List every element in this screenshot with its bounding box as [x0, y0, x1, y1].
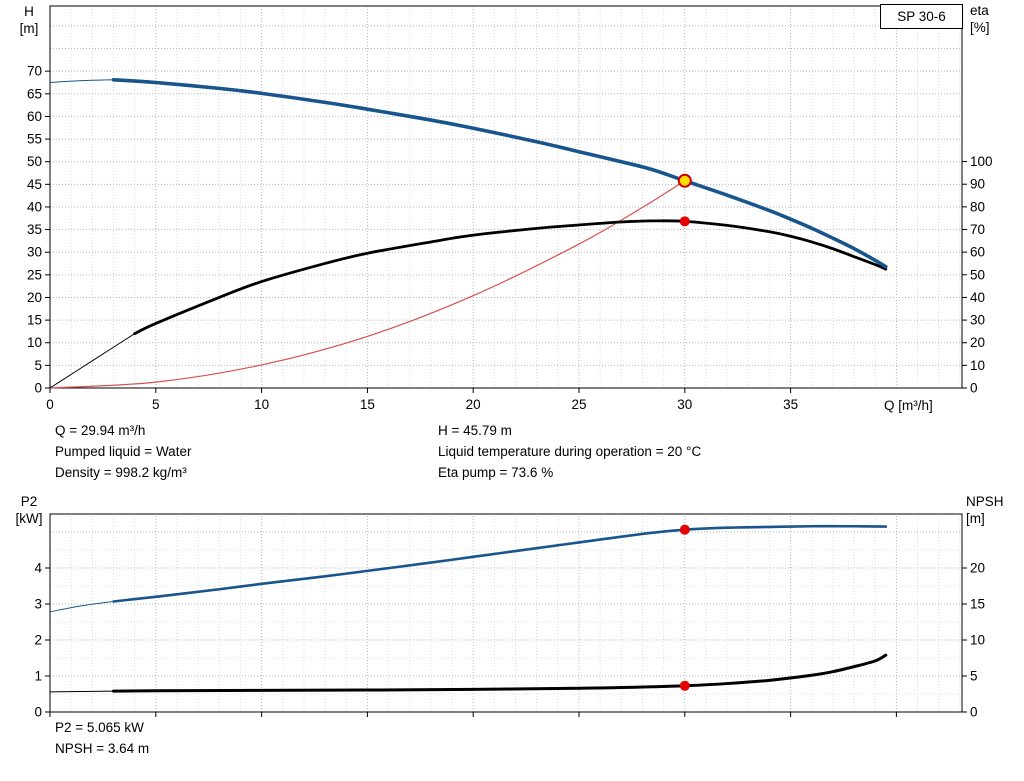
- p2-point: [679, 524, 690, 535]
- info-p2: P2 = 5.065 kW: [55, 720, 144, 735]
- svg-text:35: 35: [783, 397, 798, 412]
- axis-tick-labels: 0510152025303540455055606570010203040506…: [27, 64, 993, 412]
- svg-text:5: 5: [152, 397, 160, 412]
- svg-text:10: 10: [970, 358, 985, 373]
- plot-frame: [49, 513, 963, 713]
- svg-text:80: 80: [970, 199, 985, 214]
- svg-text:55: 55: [27, 132, 42, 147]
- system-curve: [49, 180, 686, 389]
- svg-text:25: 25: [571, 397, 586, 412]
- svg-text:30: 30: [677, 397, 692, 412]
- axis-ticks: [45, 567, 967, 717]
- svg-text:5: 5: [970, 669, 978, 684]
- eta-axis-unit-text: [%]: [970, 20, 990, 35]
- svg-text:0: 0: [46, 397, 54, 412]
- info-pumped-liquid: Pumped liquid = Water: [55, 444, 192, 459]
- svg-text:45: 45: [27, 177, 42, 192]
- npsh-point: [679, 680, 690, 691]
- efficiency-curve: [133, 219, 888, 336]
- pump-model-badge: SP 30-6: [880, 4, 963, 29]
- svg-text:30: 30: [27, 245, 42, 260]
- eta-axis-symbol: eta: [970, 3, 989, 18]
- head-axis-unit: H [m]: [12, 3, 46, 37]
- p2-axis-unit-text: [kW]: [15, 511, 43, 526]
- svg-text:90: 90: [970, 177, 985, 192]
- npsh-curve-lead: [49, 690, 114, 693]
- svg-text:30: 30: [970, 313, 985, 328]
- p2-curve-lead: [49, 600, 114, 613]
- svg-text:20: 20: [970, 335, 985, 350]
- svg-text:100: 100: [970, 154, 993, 169]
- duty-point: [677, 173, 692, 188]
- svg-text:5: 5: [34, 358, 42, 373]
- plot-frame: [49, 5, 963, 389]
- svg-text:20: 20: [970, 561, 985, 576]
- p2-curve: [112, 524, 888, 603]
- svg-text:2: 2: [34, 633, 42, 648]
- flow-axis-unit: Q [m³/h]: [884, 398, 933, 413]
- svg-text:50: 50: [27, 154, 42, 169]
- eta-axis-unit: eta [%]: [970, 2, 1014, 36]
- svg-text:10: 10: [254, 397, 269, 412]
- head-curve: [111, 77, 888, 269]
- axis-ticks: [45, 70, 967, 393]
- svg-text:20: 20: [466, 397, 481, 412]
- info-npsh: NPSH = 3.64 m: [55, 741, 150, 756]
- svg-text:1: 1: [34, 669, 42, 684]
- svg-text:15: 15: [27, 313, 42, 328]
- grid: [50, 6, 962, 388]
- svg-text:0: 0: [34, 381, 42, 396]
- info-flow: Q = 29.94 m³/h: [55, 423, 146, 438]
- npsh-axis-unit: NPSH [m]: [966, 493, 1018, 527]
- head-curve-lead: [49, 79, 114, 83]
- svg-text:0: 0: [970, 381, 978, 396]
- npsh-axis-unit-text: [m]: [966, 511, 985, 526]
- chart: 0 1 2 3 4 0 5 10 15 20: [34, 513, 985, 720]
- svg-text:20: 20: [27, 290, 42, 305]
- svg-text:70: 70: [970, 222, 985, 237]
- axis-tick-labels: 0 1 2 3 4 0 5 10 15 20: [34, 561, 985, 720]
- svg-text:15: 15: [970, 597, 985, 612]
- svg-text:60: 60: [27, 109, 42, 124]
- svg-text:60: 60: [970, 245, 985, 260]
- info-liquid-temp: Liquid temperature during operation = 20…: [438, 444, 702, 459]
- svg-text:25: 25: [27, 267, 42, 282]
- svg-text:15: 15: [360, 397, 375, 412]
- npsh-curve: [111, 653, 888, 693]
- info-density: Density = 998.2 kg/m³: [55, 465, 187, 480]
- svg-text:40: 40: [970, 290, 985, 305]
- p2-axis-unit: P2 [kW]: [10, 493, 48, 527]
- chart: 0510152025303540455055606570010203040506…: [27, 5, 993, 412]
- svg-text:10: 10: [970, 633, 985, 648]
- head-axis-unit-text: [m]: [19, 21, 39, 36]
- info-eta-pump: Eta pump = 73.6 %: [438, 465, 554, 480]
- npsh-axis-symbol: NPSH: [966, 494, 1004, 509]
- svg-text:4: 4: [34, 561, 42, 576]
- svg-text:0: 0: [970, 705, 978, 720]
- info-head: H = 45.79 m: [438, 423, 512, 438]
- head-axis-symbol: H: [24, 4, 34, 19]
- svg-text:0: 0: [34, 705, 42, 720]
- svg-text:40: 40: [27, 199, 42, 214]
- svg-text:65: 65: [27, 86, 42, 101]
- grid: [50, 514, 962, 712]
- efficiency-curve-lead: [49, 333, 135, 389]
- p2-axis-symbol: P2: [20, 494, 38, 509]
- svg-text:3: 3: [34, 597, 42, 612]
- svg-text:35: 35: [27, 222, 42, 237]
- eta-point: [679, 216, 690, 227]
- svg-text:70: 70: [27, 64, 42, 79]
- svg-text:10: 10: [27, 335, 42, 350]
- svg-text:50: 50: [970, 267, 985, 282]
